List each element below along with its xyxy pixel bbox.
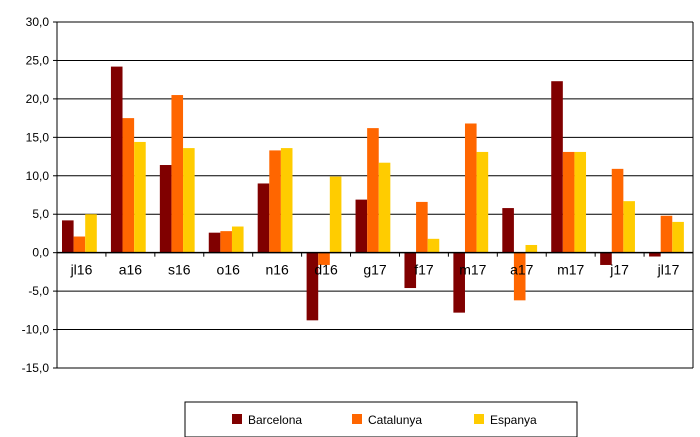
legend-label-catalunya: Catalunya	[368, 413, 422, 427]
x-category-label: jl16	[70, 262, 93, 278]
bar-catalunya-j17	[611, 168, 624, 253]
bar-barcelona-m17	[453, 252, 465, 313]
bar-catalunya-s16	[171, 95, 184, 253]
y-tick-label: 20,0	[26, 92, 50, 106]
legend-swatch-barcelona	[232, 414, 242, 424]
x-category-label: a16	[119, 262, 143, 278]
bar-espanya-f17	[427, 238, 440, 253]
y-tick-label: 0,0	[32, 246, 49, 260]
bar-catalunya-a17	[513, 252, 526, 301]
legend-swatch-espanya	[474, 414, 484, 424]
y-tick-label: 30,0	[26, 15, 50, 29]
bar-espanya-a17	[525, 244, 538, 253]
x-category-label: j17	[609, 262, 629, 278]
bar-catalunya-d16	[318, 252, 330, 265]
legend: Barcelona Catalunya Espanya	[184, 401, 578, 437]
bar-barcelona-d16	[306, 252, 319, 321]
x-category-label: n16	[265, 262, 289, 278]
bar-catalunya-jl17	[660, 215, 673, 253]
bar-barcelona-m17	[551, 81, 563, 253]
bar-catalunya-n16	[269, 150, 281, 253]
legend-label-espanya: Espanya	[490, 413, 537, 427]
y-tick-label: 5,0	[32, 207, 49, 221]
bar-espanya-a16	[134, 141, 146, 253]
bar-catalunya-a16	[122, 118, 135, 253]
y-tick-label: -5,0	[28, 284, 49, 298]
x-category-label: jl17	[657, 262, 680, 278]
bar-espanya-g17	[378, 162, 391, 253]
bar-barcelona-g17	[355, 199, 368, 253]
bar-espanya-o16	[231, 226, 244, 253]
bar-espanya-s16	[183, 148, 195, 253]
y-tick-label: 10,0	[26, 169, 50, 183]
x-category-labels: jl16 a16 s16 o16 n16 d16 g17 f17 m17 a17 m17 j17 jl1…	[70, 262, 680, 278]
bar-espanya-m17	[574, 151, 587, 253]
y-tick-label: -15,0	[22, 361, 50, 375]
bar-espanya-d16	[329, 176, 342, 253]
bar-barcelona-a16	[110, 66, 123, 253]
x-category-label: o16	[217, 262, 241, 278]
bar-barcelona-j17	[600, 252, 612, 265]
x-category-label: f17	[414, 262, 434, 278]
x-category-label: m17	[557, 262, 584, 278]
bar-barcelona-f17	[404, 252, 417, 289]
axes	[53, 21, 694, 369]
y-tick-labels: -15,0 -10,0 -5,0 0,0 5,0 10,0 15,0 20,0 25,0 30,0	[22, 15, 50, 375]
bar-barcelona-a17	[502, 208, 514, 253]
x-category-label: m17	[459, 262, 486, 278]
x-category-label: g17	[363, 262, 387, 278]
bar-espanya-m17	[476, 151, 489, 253]
x-category-label: d16	[314, 262, 338, 278]
bar-barcelona-n16	[257, 183, 270, 253]
legend-box	[184, 401, 578, 437]
y-tick-label: -10,0	[22, 323, 50, 337]
bars	[62, 66, 684, 321]
bar-catalunya-o16	[220, 231, 232, 253]
y-tick-label: 15,0	[26, 130, 50, 144]
bar-barcelona-jl17	[649, 252, 661, 257]
bar-catalunya-jl16	[73, 236, 86, 253]
bar-espanya-jl17	[672, 221, 684, 253]
bar-espanya-jl16	[85, 214, 97, 253]
bar-catalunya-f17	[416, 201, 428, 253]
x-category-label: a17	[510, 262, 534, 278]
bar-barcelona-jl16	[62, 220, 74, 253]
bar-catalunya-g17	[367, 128, 379, 253]
bar-catalunya-m17	[464, 123, 477, 253]
y-tick-label: 25,0	[26, 53, 50, 67]
legend-swatch-catalunya	[352, 414, 362, 424]
legend-label-barcelona: Barcelona	[248, 413, 302, 427]
bar-espanya-n16	[280, 148, 293, 253]
bar-barcelona-o16	[208, 232, 221, 253]
bar-catalunya-m17	[562, 151, 575, 253]
x-category-label: s16	[168, 262, 191, 278]
bar-barcelona-s16	[159, 165, 172, 253]
bar-espanya-j17	[623, 201, 635, 253]
